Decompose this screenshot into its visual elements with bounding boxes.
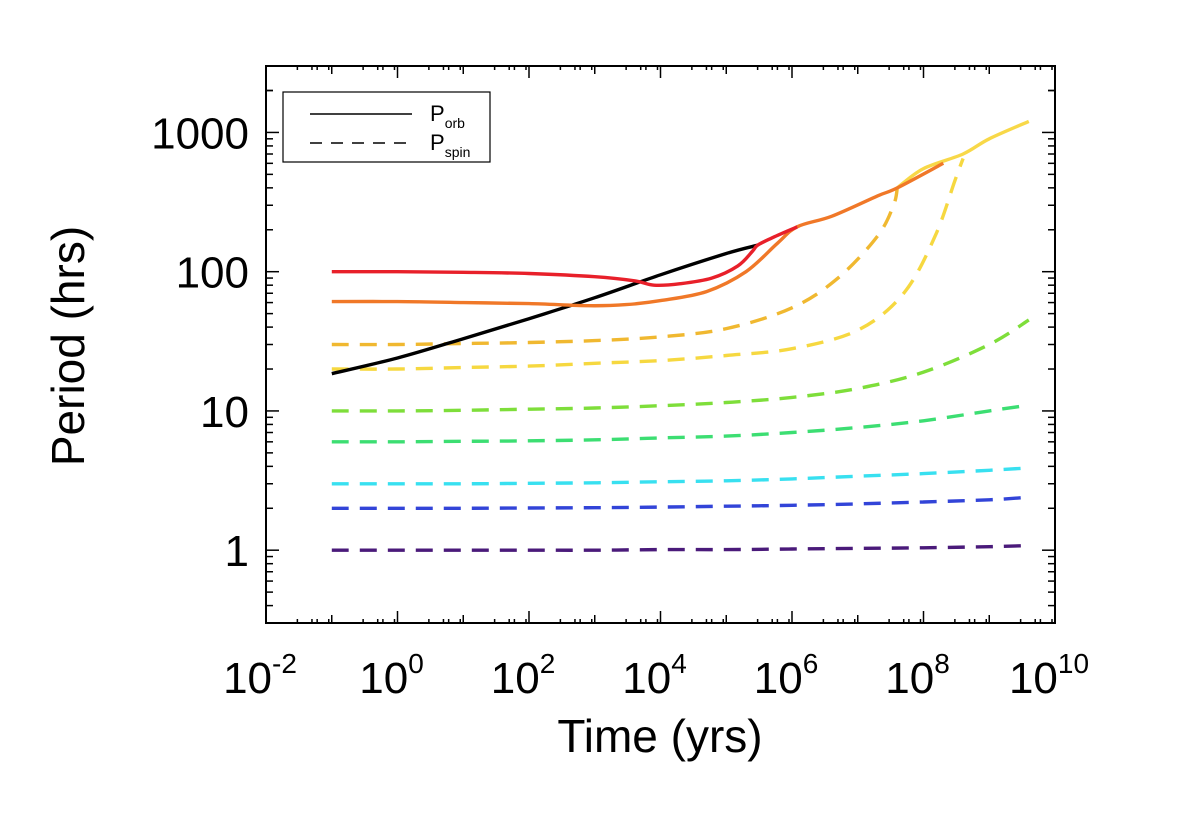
spin-period-series-9 [331, 495, 1029, 511]
legend-label-orb: Porb [430, 101, 465, 131]
orbital-period-series-5 [896, 119, 1030, 190]
x-tick-label-0: 10-2 [223, 648, 297, 703]
y-tick-label-1: 10 [200, 388, 249, 437]
x-tick-label-4: 106 [754, 648, 819, 703]
plot-frame [265, 65, 1056, 624]
spin-period-series-3 [331, 187, 899, 347]
x-axis-title: Time (yrs) [557, 710, 762, 762]
series-layer [331, 119, 1030, 552]
legend-label-spin-sub: spin [445, 144, 471, 160]
spin-period-series-8 [331, 466, 1029, 486]
x-tick-labels: 10-2 100 102 104 106 108 1010 [223, 648, 1089, 703]
x-tick-label-base: 10 [223, 654, 272, 703]
x-tick-label-exponent: 2 [540, 648, 556, 679]
x-tick-label-exponent: 8 [934, 648, 950, 679]
x-tick-label-exponent: 6 [803, 648, 819, 679]
y-axis-title: Period (hrs) [42, 226, 94, 466]
legend-label-orb-base: P [430, 101, 445, 126]
y-tick-label-2: 100 [176, 249, 249, 298]
x-tick-label-2: 102 [491, 648, 556, 703]
x-tick-label-5: 108 [885, 648, 950, 703]
orbital-period-series-0 [331, 243, 759, 376]
orbital-period-series-2 [331, 161, 945, 308]
x-tick-label-exponent: -2 [272, 648, 297, 679]
x-tick-label-base: 10 [622, 654, 671, 703]
x-tick-label-base: 10 [885, 654, 934, 703]
x-tick-label-base: 10 [491, 654, 540, 703]
y-tick-labels: 1 10 100 1000 [151, 109, 249, 576]
x-tick-label-exponent: 10 [1058, 648, 1089, 679]
x-tick-label-3: 104 [622, 648, 687, 703]
x-tick-label-base: 10 [359, 654, 408, 703]
x-tick-label-6: 1010 [1009, 648, 1089, 703]
spin-period-series-7 [331, 403, 1030, 444]
legend-box [282, 91, 491, 163]
x-tick-label-exponent: 0 [408, 648, 424, 679]
y-tick-label-3: 1000 [151, 109, 249, 158]
x-tick-label-exponent: 4 [671, 648, 687, 679]
spin-period-series-10 [331, 543, 1029, 552]
orbital-period-series-1 [331, 225, 798, 288]
spin-period-series-4 [331, 157, 965, 371]
x-tick-label-base: 10 [1009, 654, 1058, 703]
y-tick-label-0: 1 [225, 527, 249, 576]
x-tick-label-base: 10 [754, 654, 803, 703]
legend: Porb Pspin [282, 91, 491, 163]
legend-label-orb-sub: orb [445, 115, 465, 131]
x-tick-label-1: 100 [359, 648, 424, 703]
spin-period-series-6 [331, 318, 1030, 413]
legend-label-spin-base: P [430, 130, 445, 155]
legend-label-spin: Pspin [430, 130, 470, 160]
